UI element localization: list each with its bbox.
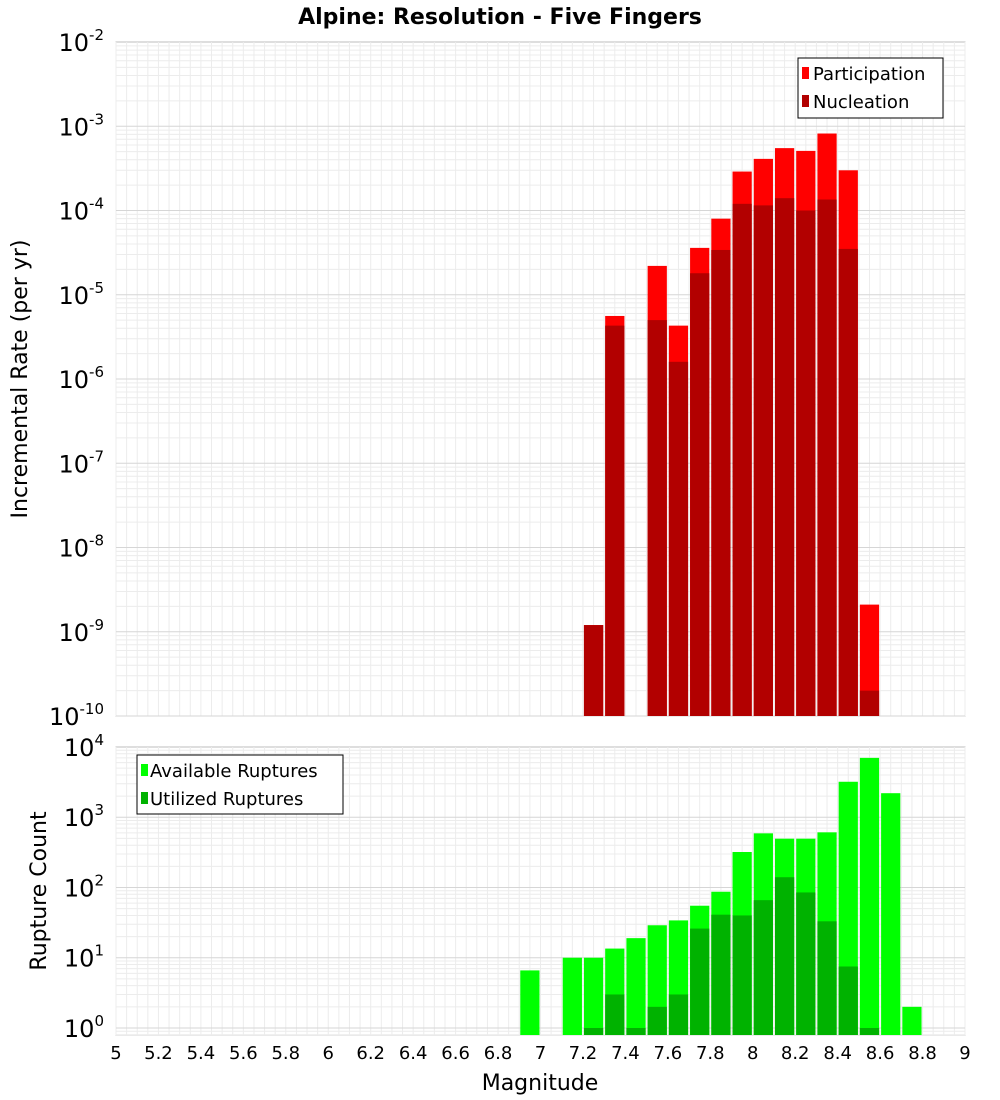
rate-bars <box>583 133 880 717</box>
x-tick-label: 9 <box>959 1043 970 1064</box>
rate-legend-box <box>797 57 944 119</box>
y-tick-label: 10-2 <box>58 26 104 57</box>
available-legend-label: Available Ruptures <box>150 761 318 782</box>
rate-y-axis-label: Incremental Rate (per yr) <box>8 240 33 519</box>
magnitude-x-ticks: 5 5.2 5.4 5.6 5.8 6 6.2 6.4 6.6 6.8 7 7.2 7.4 7.6 7.8 8… <box>110 1043 970 1064</box>
x-tick-label: 8.8 <box>908 1043 937 1064</box>
count-bar-series2 <box>647 1006 667 1035</box>
x-tick-label: 8.6 <box>866 1043 895 1064</box>
rate-bar-series2 <box>753 205 773 716</box>
count-bar-series2 <box>859 1027 880 1035</box>
count-bar-series2 <box>838 966 858 1035</box>
count-bar-series2 <box>796 892 816 1035</box>
count-bar-series2 <box>753 900 773 1035</box>
rate-bar-series2 <box>690 273 710 716</box>
count-bar-series2 <box>817 921 837 1035</box>
y-tick-label: 102 <box>64 871 104 902</box>
x-tick-label: 6.6 <box>441 1043 470 1064</box>
participation-legend-label: Participation <box>813 64 925 85</box>
x-tick-label: 7.8 <box>696 1043 725 1064</box>
rate-bar-series2 <box>817 199 837 716</box>
x-tick-label: 6.2 <box>356 1043 385 1064</box>
y-tick-label: 104 <box>64 731 104 762</box>
nucleation-legend-swatch <box>802 95 809 107</box>
y-tick-label: 10-8 <box>58 532 104 563</box>
count-bar-series1 <box>626 938 646 1035</box>
y-tick-label: 10-7 <box>58 447 104 478</box>
utilized-legend-label: Utilized Ruptures <box>150 789 303 810</box>
rate-bar-series2 <box>859 690 880 716</box>
count-bar-series1 <box>859 757 880 1035</box>
count-bar-series1 <box>520 970 540 1035</box>
rate-plot: 10-10 10-9 10-8 10-7 10-6 10-5 10-4 10-3 10-2 In… <box>8 26 966 731</box>
count-legend-box <box>136 754 344 815</box>
y-tick-label: 10-9 <box>58 616 104 647</box>
x-axis-label: Magnitude <box>482 1071 599 1096</box>
count-bars <box>520 757 922 1035</box>
rate-bar-series2 <box>732 203 752 716</box>
x-tick-label: 8.2 <box>781 1043 810 1064</box>
y-tick-label: 10-3 <box>58 110 104 141</box>
chart-title: Alpine: Resolution - Five Fingers <box>298 5 702 30</box>
count-plot: 100 101 102 103 104 5 5.2 5.4 5.6 5.8 6 6.2 6.4 6.6 6… <box>27 731 971 1096</box>
rate-bar-series2 <box>796 210 816 716</box>
x-tick-label: 5.6 <box>229 1043 258 1064</box>
rate-bar-series2 <box>668 361 689 716</box>
x-tick-label: 5.8 <box>271 1043 300 1064</box>
x-tick-label: 8 <box>747 1043 758 1064</box>
rate-y-ticks: 10-10 10-9 10-8 10-7 10-6 10-5 10-4 10-3 10-2 <box>49 26 104 731</box>
x-tick-label: 5 <box>110 1043 121 1064</box>
x-tick-label: 7.4 <box>611 1043 640 1064</box>
count-bar-series1 <box>881 793 901 1035</box>
utilized-legend-swatch <box>141 792 148 804</box>
x-tick-label: 6.4 <box>399 1043 428 1064</box>
count-legend: Available Ruptures Utilized Ruptures <box>136 754 344 815</box>
x-tick-label: 7.2 <box>569 1043 598 1064</box>
x-tick-label: 5.4 <box>187 1043 216 1064</box>
available-legend-swatch <box>141 764 148 776</box>
y-tick-label: 10-10 <box>49 700 104 731</box>
rate-bar-series2 <box>647 320 667 716</box>
x-tick-label: 6.8 <box>484 1043 513 1064</box>
participation-legend-swatch <box>802 67 809 79</box>
count-y-axis-label: Rupture Count <box>27 811 52 971</box>
rate-bar-series1 <box>859 604 880 716</box>
x-tick-label: 7.6 <box>654 1043 683 1064</box>
rate-bar-series2 <box>774 198 795 716</box>
count-bar-series2 <box>732 915 752 1035</box>
y-tick-label: 10-5 <box>58 279 104 310</box>
y-tick-label: 100 <box>64 1012 104 1043</box>
x-tick-label: 6 <box>323 1043 334 1064</box>
x-tick-label: 7 <box>535 1043 546 1064</box>
count-bar-series2 <box>626 1027 646 1035</box>
y-tick-label: 10-6 <box>58 363 104 394</box>
y-tick-label: 10-4 <box>58 195 104 226</box>
nucleation-legend-label: Nucleation <box>813 92 909 113</box>
y-tick-label: 101 <box>64 942 104 973</box>
rate-bar-series2 <box>838 248 858 716</box>
count-bar-series2 <box>668 994 689 1035</box>
count-bar-series2 <box>605 994 625 1035</box>
rate-bar-series2 <box>605 325 625 716</box>
rate-bar-series2 <box>711 249 731 716</box>
count-y-ticks: 100 101 102 103 104 <box>64 731 104 1043</box>
y-tick-label: 103 <box>64 801 104 832</box>
count-bar-series1 <box>562 957 582 1035</box>
count-bar-series2 <box>690 928 710 1035</box>
rate-legend: Participation Nucleation <box>797 57 944 119</box>
rate-bar-series2 <box>583 625 604 716</box>
count-bar-series2 <box>711 914 731 1035</box>
x-tick-label: 8.4 <box>823 1043 852 1064</box>
count-bar-series1 <box>583 957 604 1035</box>
rate-grid <box>115 42 966 717</box>
count-bar-series2 <box>583 1027 604 1035</box>
x-tick-label: 5.2 <box>144 1043 173 1064</box>
count-bar-series2 <box>774 877 795 1035</box>
count-bar-series1 <box>902 1006 922 1035</box>
